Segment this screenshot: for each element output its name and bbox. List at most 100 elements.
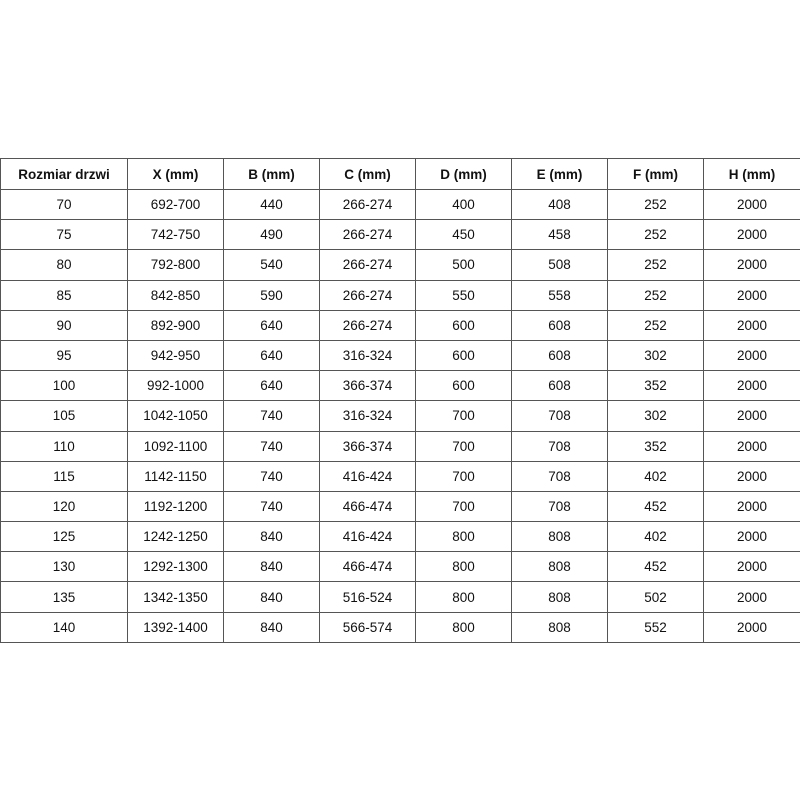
table-cell: 842-850	[127, 279, 224, 311]
table-cell: 700	[415, 400, 512, 432]
table-row: 120 1192-1200 740 466-474 700 708 452 2000	[0, 490, 800, 523]
column-header: Rozmiar drzwi	[0, 158, 128, 190]
table-cell: 2000	[703, 219, 800, 251]
table-cell: 742-750	[127, 219, 224, 251]
table-cell: 640	[223, 370, 320, 402]
table-cell: 566-574	[319, 611, 416, 643]
table-cell: 2000	[703, 339, 800, 372]
table-row: 115 1142-1150 740 416-424 700 708 402 2000	[0, 460, 800, 492]
table-body: 70 692-700 440 266-274 400 408 252 2000 75 742-75…	[0, 188, 800, 643]
table-cell: 110	[0, 430, 128, 462]
table-cell: 2000	[703, 551, 800, 583]
table-cell: 502	[607, 581, 704, 613]
table-row: 125 1242-1250 840 416-424 800 808 402 2000	[0, 521, 800, 553]
table-cell: 1092-1100	[127, 430, 224, 462]
table-cell: 1392-1400	[127, 611, 224, 643]
table-cell: 95	[0, 339, 128, 372]
table-cell: 75	[0, 219, 128, 251]
table-cell: 2000	[703, 370, 800, 402]
table-cell: 1142-1150	[127, 460, 224, 492]
table-cell: 266-274	[319, 279, 416, 311]
table-cell: 708	[511, 430, 608, 462]
table-cell: 490	[223, 219, 320, 251]
table-cell: 2000	[703, 309, 800, 341]
table-cell: 85	[0, 279, 128, 311]
table-cell: 700	[415, 460, 512, 492]
column-header: X (mm)	[127, 158, 224, 190]
table-cell: 600	[415, 309, 512, 341]
table-cell: 120	[0, 490, 128, 523]
table-row: 90 892-900 640 266-274 600 608 252 2000	[0, 309, 800, 341]
table-cell: 640	[223, 309, 320, 341]
table-cell: 608	[511, 370, 608, 402]
table-cell: 408	[511, 188, 608, 221]
table-cell: 252	[607, 219, 704, 251]
table-row: 70 692-700 440 266-274 400 408 252 2000	[0, 188, 800, 221]
table-cell: 252	[607, 188, 704, 221]
table-cell: 100	[0, 370, 128, 402]
table-cell: 316-324	[319, 400, 416, 432]
table-cell: 402	[607, 521, 704, 553]
table-cell: 740	[223, 400, 320, 432]
door-size-table: Rozmiar drzwi X (mm) B (mm) C (mm) D (mm) E (…	[0, 158, 800, 643]
table-cell: 352	[607, 370, 704, 402]
table-cell: 590	[223, 279, 320, 311]
table-cell: 558	[511, 279, 608, 311]
table-cell: 400	[415, 188, 512, 221]
table-cell: 740	[223, 430, 320, 462]
table-row: 105 1042-1050 740 316-324 700 708 302 2000	[0, 400, 800, 432]
table-cell: 452	[607, 551, 704, 583]
table-cell: 440	[223, 188, 320, 221]
table-cell: 302	[607, 400, 704, 432]
table-cell: 2000	[703, 521, 800, 553]
table-row: 95 942-950 640 316-324 600 608 302 2000	[0, 339, 800, 372]
table-cell: 692-700	[127, 188, 224, 221]
table-cell: 2000	[703, 188, 800, 221]
table-cell: 840	[223, 551, 320, 583]
table-cell: 450	[415, 219, 512, 251]
table-cell: 640	[223, 339, 320, 372]
table-cell: 700	[415, 430, 512, 462]
table-cell: 466-474	[319, 490, 416, 523]
table-cell: 808	[511, 551, 608, 583]
table-cell: 740	[223, 460, 320, 492]
table-cell: 352	[607, 430, 704, 462]
table-cell: 402	[607, 460, 704, 492]
table-cell: 808	[511, 611, 608, 643]
table-cell: 1042-1050	[127, 400, 224, 432]
table-cell: 1192-1200	[127, 490, 224, 523]
column-header: D (mm)	[415, 158, 512, 190]
table-row: 135 1342-1350 840 516-524 800 808 502 2000	[0, 581, 800, 613]
table-cell: 458	[511, 219, 608, 251]
table-cell: 792-800	[127, 249, 224, 281]
table-cell: 608	[511, 339, 608, 372]
table-cell: 316-324	[319, 339, 416, 372]
table-cell: 252	[607, 279, 704, 311]
table-row: 140 1392-1400 840 566-574 800 808 552 2000	[0, 611, 800, 643]
table-row: 85 842-850 590 266-274 550 558 252 2000	[0, 279, 800, 311]
column-header: F (mm)	[607, 158, 704, 190]
table-cell: 808	[511, 521, 608, 553]
column-header: C (mm)	[319, 158, 416, 190]
table-cell: 1292-1300	[127, 551, 224, 583]
column-header: E (mm)	[511, 158, 608, 190]
table-cell: 600	[415, 370, 512, 402]
header-row: Rozmiar drzwi X (mm) B (mm) C (mm) D (mm) E (…	[0, 158, 800, 190]
table-cell: 800	[415, 581, 512, 613]
table-cell: 302	[607, 339, 704, 372]
table-cell: 2000	[703, 611, 800, 643]
table-cell: 808	[511, 581, 608, 613]
table-cell: 115	[0, 460, 128, 492]
table-cell: 840	[223, 521, 320, 553]
table-cell: 252	[607, 249, 704, 281]
column-header: B (mm)	[223, 158, 320, 190]
table-row: 110 1092-1100 740 366-374 700 708 352 2000	[0, 430, 800, 462]
table-cell: 80	[0, 249, 128, 281]
table-cell: 70	[0, 188, 128, 221]
table-cell: 2000	[703, 400, 800, 432]
table-cell: 366-374	[319, 430, 416, 462]
table-cell: 266-274	[319, 188, 416, 221]
table-cell: 130	[0, 551, 128, 583]
table-cell: 105	[0, 400, 128, 432]
table-cell: 2000	[703, 430, 800, 462]
